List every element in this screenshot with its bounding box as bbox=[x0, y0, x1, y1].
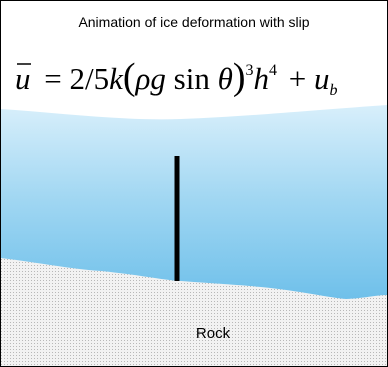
formula-part: ) bbox=[233, 56, 246, 98]
scene: Animation of ice deformation with slip u… bbox=[1, 1, 387, 366]
formula: u = 2/5k(ρg sin θ)3h4 + ub bbox=[15, 47, 337, 99]
formula-part: h bbox=[254, 61, 270, 96]
formula-part: u bbox=[314, 61, 330, 96]
formula-part: k bbox=[109, 61, 124, 96]
formula-part: 4 bbox=[269, 62, 277, 79]
formula-part: 3 bbox=[246, 62, 254, 79]
formula-part: b bbox=[329, 82, 337, 99]
formula-part: u bbox=[15, 61, 31, 96]
formula-part: + bbox=[289, 61, 306, 96]
formula-part: ( bbox=[123, 56, 136, 98]
formula-part: = 2/5 bbox=[44, 61, 109, 96]
rock-label: Rock bbox=[196, 325, 231, 342]
formula-part: ρg bbox=[135, 61, 166, 96]
formula-part: sin bbox=[174, 61, 211, 96]
diagram: Animation of ice deformation with slip u… bbox=[0, 0, 388, 367]
title: Animation of ice deformation with slip bbox=[78, 14, 309, 30]
formula-part: θ bbox=[218, 61, 233, 96]
